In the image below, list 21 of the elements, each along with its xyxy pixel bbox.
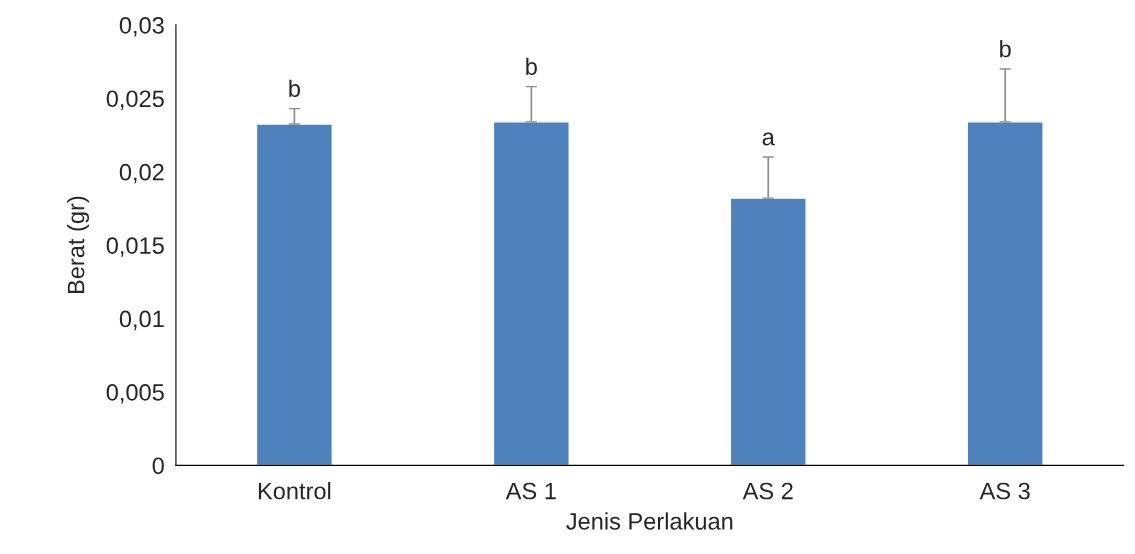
bar [729,197,807,466]
annotation: b [526,57,537,75]
x-tick-label: AS 2 [742,482,793,500]
annotation: a [762,132,775,146]
y-tick-label: 0,03 [119,17,164,37]
y-axis-title: Berat (gr) [67,196,90,294]
y-tick-label: 0,02 [119,163,164,184]
x-tick-label: AS 1 [505,482,556,500]
annotation: b [1000,40,1011,58]
y-tick-label: 0,005 [106,384,164,404]
x-tick-label: Kontrol [258,482,331,500]
x-tick-label: AS 3 [979,482,1030,500]
x-axis-title: Jenis Perlakuan [566,512,733,530]
y-tick-label: 0,015 [106,237,164,257]
bar [492,121,570,466]
y-tick-label: 0 [152,457,164,475]
annotation: b [289,79,300,97]
y-tick-label: 0,025 [106,90,164,110]
y-tick-label: 0,01 [119,310,164,331]
bar [966,121,1044,466]
bar [255,123,333,466]
